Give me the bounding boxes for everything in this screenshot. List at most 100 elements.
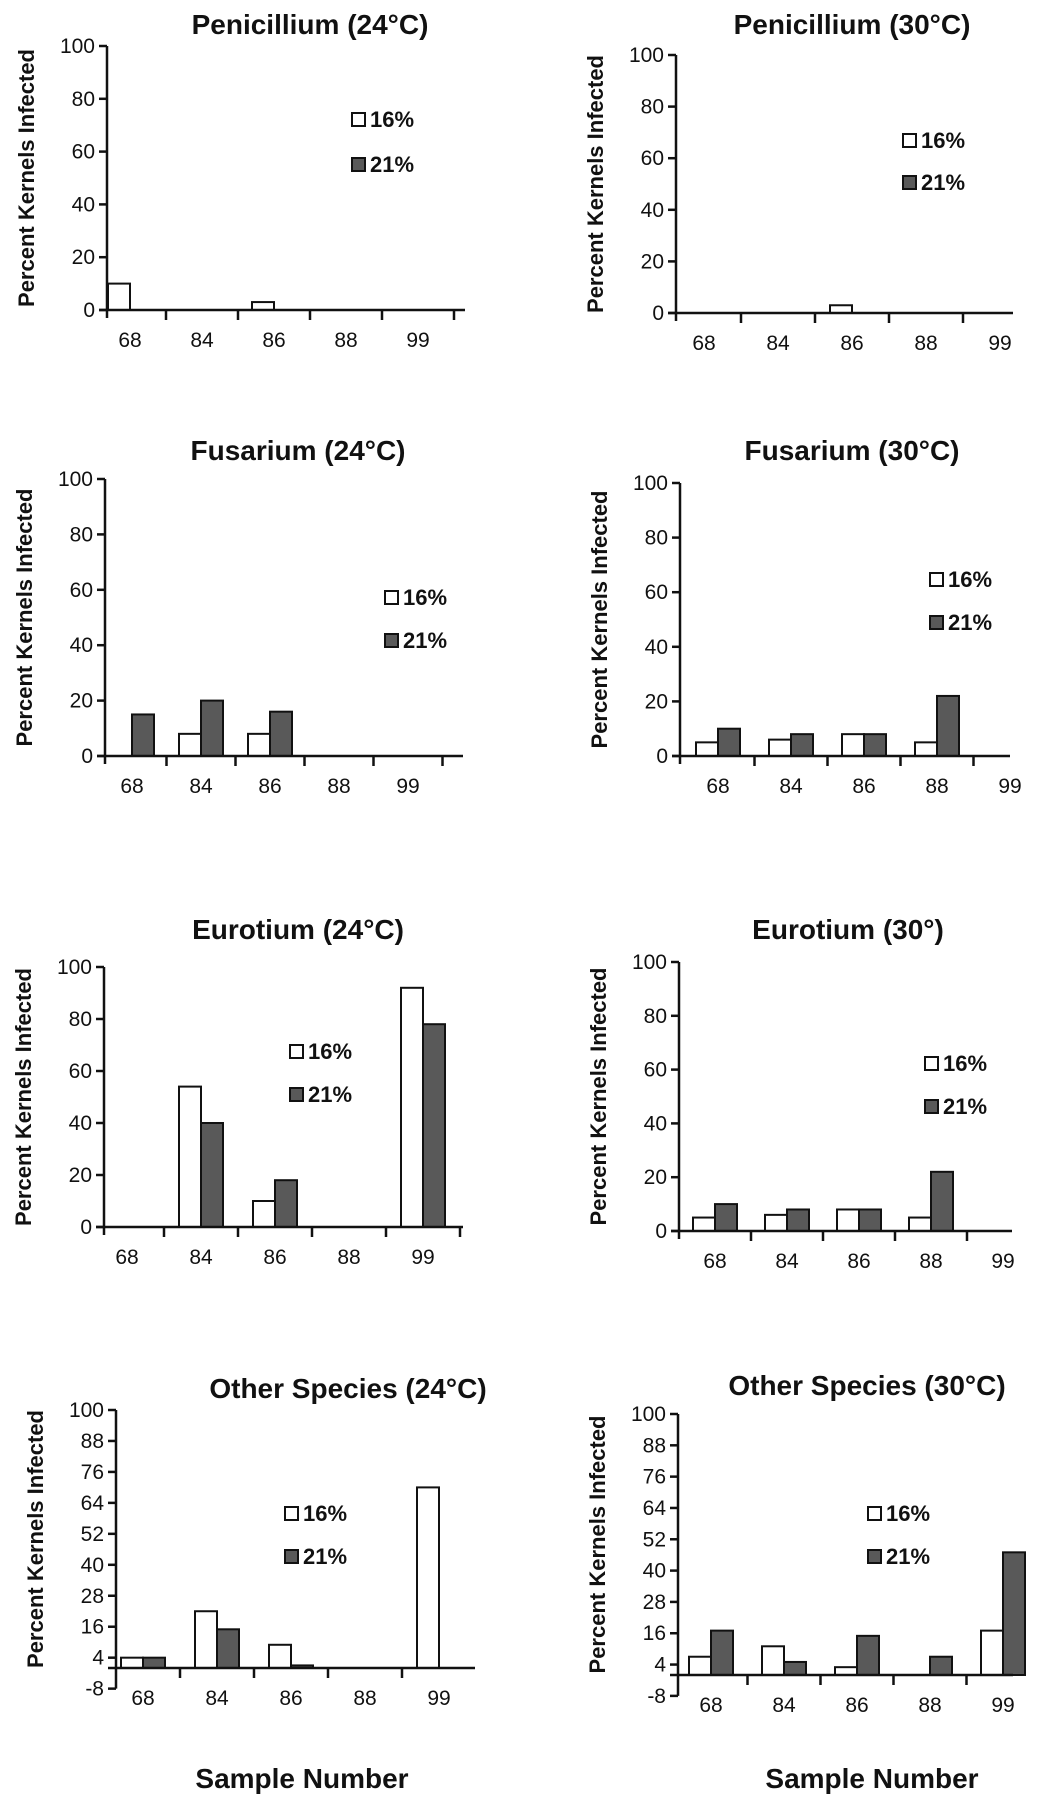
x-tick-label: 84	[189, 1246, 213, 1269]
bar-21pct-84	[200, 1122, 224, 1228]
legend: 16% 21%	[384, 585, 447, 653]
x-tick-label: 88	[327, 775, 350, 798]
x-tick-label: 68	[115, 1246, 138, 1269]
bar-16pct-86	[247, 732, 271, 758]
y-tick-label: 4	[92, 1647, 104, 1670]
y-tick-label: 100	[632, 951, 667, 974]
bar-16pct-68	[692, 1216, 716, 1233]
x-tick-label: 68	[131, 1687, 154, 1710]
legend-label-16pct: 16%	[303, 1501, 347, 1526]
bar-16pct-86	[836, 1208, 860, 1232]
x-tick-label: 84	[190, 329, 214, 352]
y-tick-label: 60	[69, 1060, 92, 1083]
legend: 16% 21%	[351, 107, 414, 177]
legend-swatch-16pct	[902, 133, 917, 148]
x-axis-label-left: Sample Number	[195, 1763, 408, 1794]
y-tick-label: -8	[85, 1678, 104, 1701]
chart-6: Eurotium (30°) Percent Kernels Infected 0 2…	[586, 914, 1015, 1273]
y-tick-label: 0	[83, 299, 95, 322]
bar-16pct-86	[841, 733, 865, 757]
bar-21pct-68	[710, 1629, 734, 1677]
legend-label-16pct: 16%	[308, 1039, 352, 1064]
legend-label-16pct: 16%	[943, 1051, 987, 1076]
bar-21pct-99	[1002, 1551, 1026, 1676]
bar-21pct-84	[786, 1208, 810, 1232]
legend-swatch-16pct	[384, 590, 399, 605]
chart-title: Other Species (24°C)	[209, 1373, 486, 1404]
legend-label-21pct: 21%	[921, 170, 965, 195]
legend-label-16pct: 16%	[403, 585, 447, 610]
x-tick-label: 99	[991, 1250, 1014, 1273]
y-tick-label: 20	[641, 250, 664, 273]
x-tick-label: 84	[205, 1687, 229, 1710]
y-tick-label: 28	[81, 1585, 104, 1608]
bar-16pct-84	[194, 1610, 218, 1669]
bar-16pct-84	[761, 1645, 785, 1677]
legend: 16% 21%	[924, 1051, 987, 1119]
bar-16pct-88	[908, 1216, 932, 1233]
x-tick-label: 86	[852, 775, 875, 798]
y-tick-label: 52	[81, 1523, 104, 1546]
y-axis-label: Percent Kernels Infected	[587, 491, 612, 749]
y-tick-label: 100	[69, 1399, 104, 1422]
y-tick-label: 80	[70, 523, 93, 546]
bar-21pct-88	[930, 1170, 954, 1232]
bar-21pct-68	[142, 1656, 166, 1670]
y-tick-label: 52	[643, 1528, 666, 1551]
x-tick-label: 88	[334, 329, 357, 352]
x-tick-label: 99	[988, 332, 1011, 355]
x-tick-label: 86	[258, 775, 281, 798]
bar-21pct-68	[717, 727, 741, 758]
legend-label-21pct: 21%	[370, 152, 414, 177]
bar-16pct-68	[688, 1655, 712, 1676]
bar-21pct-68	[714, 1203, 738, 1232]
y-tick-label: 40	[72, 193, 95, 216]
legend-swatch-21pct	[351, 157, 366, 172]
bar-21pct-99	[422, 1023, 446, 1228]
y-axis-label: Percent Kernels Infected	[585, 1416, 610, 1674]
y-tick-label: 80	[641, 96, 664, 119]
x-tick-label: 88	[925, 775, 948, 798]
y-tick-label: 60	[72, 141, 95, 164]
bar-16pct-86	[252, 1200, 276, 1228]
chart-title: Other Species (30°C)	[728, 1370, 1005, 1401]
legend-swatch-16pct	[867, 1506, 882, 1521]
bar-21pct-86	[274, 1179, 298, 1228]
y-tick-label: 0	[656, 745, 668, 768]
y-tick-label: 40	[644, 1112, 667, 1135]
x-tick-label: 99	[427, 1687, 450, 1710]
bar-16pct-99	[416, 1486, 440, 1670]
y-tick-label: -8	[647, 1685, 666, 1708]
y-tick-label: 88	[643, 1434, 666, 1457]
y-tick-label: 100	[629, 44, 664, 67]
chart-title: Penicillium (30°C)	[734, 9, 971, 40]
y-tick-label: 20	[645, 690, 668, 713]
x-tick-label: 99	[411, 1246, 434, 1269]
y-tick-label: 80	[645, 527, 668, 550]
x-tick-label: 68	[120, 775, 143, 798]
bar-16pct-84	[178, 1085, 202, 1228]
x-tick-label: 99	[998, 775, 1021, 798]
bar-16pct-68	[120, 1656, 144, 1670]
y-tick-label: 0	[80, 1216, 92, 1239]
x-tick-label: 88	[337, 1246, 360, 1269]
y-axis-label: Percent Kernels Infected	[586, 968, 611, 1226]
legend-label-21pct: 21%	[948, 610, 992, 635]
legend-label-21pct: 21%	[308, 1082, 352, 1107]
x-tick-label: 88	[918, 1694, 941, 1717]
x-tick-label: 84	[766, 332, 790, 355]
legend: 16% 21%	[902, 128, 965, 195]
x-tick-label: 68	[118, 329, 141, 352]
y-tick-label: 100	[631, 1403, 666, 1426]
x-tick-label: 86	[845, 1694, 868, 1717]
bar-16pct-84	[178, 732, 202, 758]
legend-swatch-21pct	[384, 633, 399, 648]
legend-label-16pct: 16%	[948, 567, 992, 592]
y-tick-label: 0	[652, 302, 664, 325]
y-axis-label: Percent Kernels Infected	[12, 489, 37, 747]
y-tick-label: 20	[70, 690, 93, 713]
y-tick-label: 40	[70, 634, 93, 657]
bar-16pct-68	[695, 741, 719, 757]
bar-16pct-84	[768, 738, 792, 757]
